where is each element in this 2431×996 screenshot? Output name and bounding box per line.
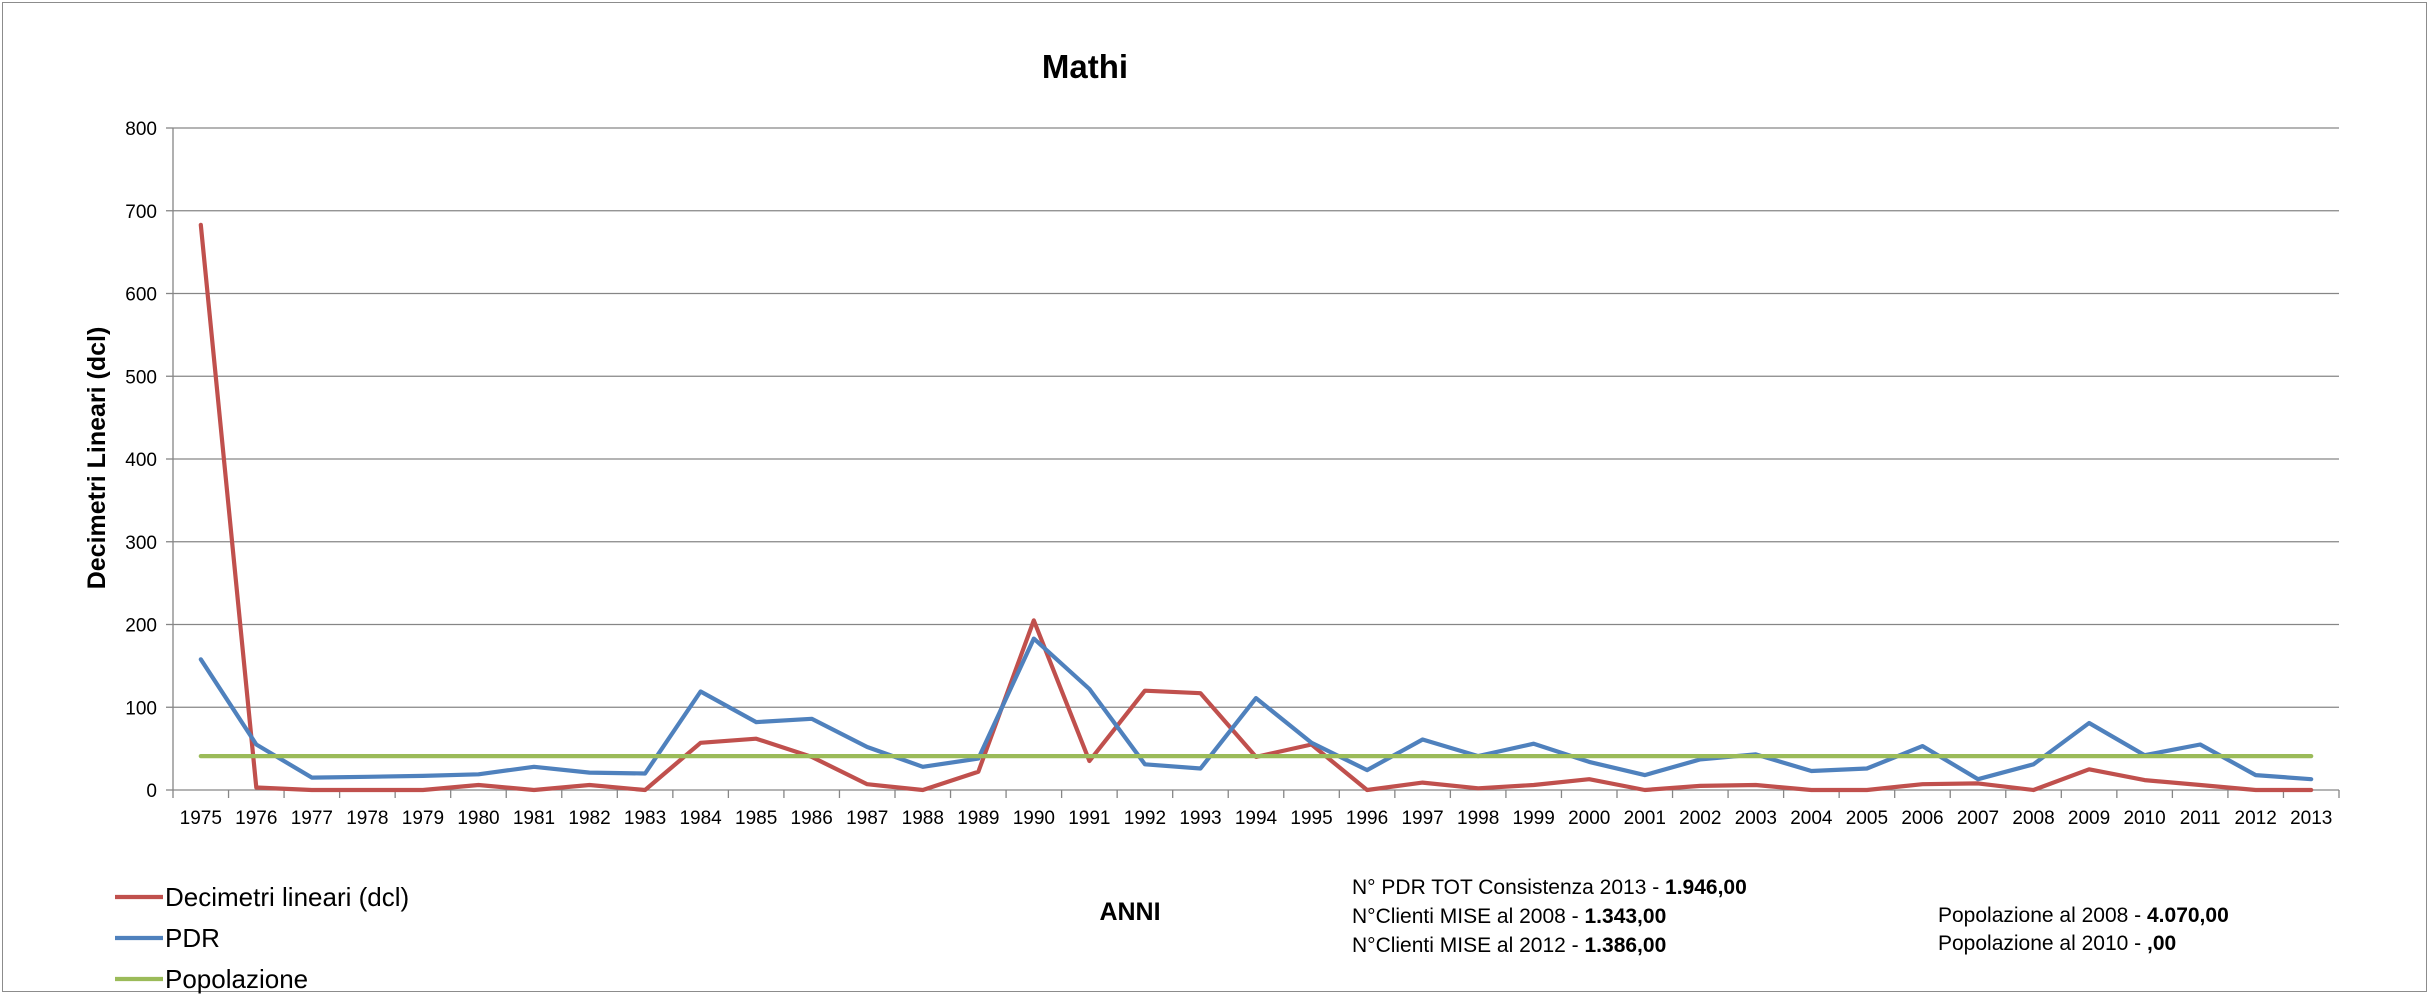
axes [166, 127, 2340, 798]
y-tick-label-300: 300 [125, 533, 157, 554]
note-clienti-2008-label: N°Clienti MISE al 2008 - [1352, 905, 1585, 928]
x-tick-label-1977: 1977 [291, 808, 333, 829]
note-pop-2008: Popolazione al 2008 - 4.070,00 [1938, 902, 2229, 930]
x-axis-title: ANNI [1099, 898, 1160, 926]
x-tick-label-2008: 2008 [2012, 808, 2054, 829]
legend: Decimetri lineari (dcl) PDR Popolazione [115, 882, 409, 994]
x-tick-label-1982: 1982 [568, 808, 610, 829]
y-axis-title: Decimetri Lineari (dcl) [83, 327, 111, 590]
x-tick-label-2001: 2001 [1624, 808, 1666, 829]
x-tick-label-1983: 1983 [624, 808, 666, 829]
chart-title: Mathi [1042, 48, 1128, 85]
x-tick-label-2007: 2007 [1957, 808, 1999, 829]
x-tick-label-1999: 1999 [1513, 808, 1555, 829]
x-tick-label-1986: 1986 [791, 808, 833, 829]
x-tick-label-2013: 2013 [2290, 808, 2332, 829]
y-tick-label-100: 100 [125, 698, 157, 719]
note-pop-2010: Popolazione al 2010 - ,00 [1938, 930, 2176, 958]
note-clienti-2012: N°Clienti MISE al 2012 - 1.386,00 [1352, 932, 1666, 960]
note-pop-2010-label: Popolazione al 2010 - [1938, 932, 2147, 955]
x-tick-label-1991: 1991 [1068, 808, 1110, 829]
x-tick-label-2005: 2005 [1846, 808, 1888, 829]
series-lines [198, 222, 2314, 793]
x-tick-label-1994: 1994 [1235, 808, 1278, 829]
note-clienti-2008: N°Clienti MISE al 2008 - 1.343,00 [1352, 903, 1666, 931]
x-tick-label-2002: 2002 [1679, 808, 1721, 829]
legend-label-decimetri-lineari-dcl: Decimetri lineari (dcl) [165, 882, 409, 912]
x-tick-label-1981: 1981 [513, 808, 555, 829]
x-tick-label-1985: 1985 [735, 808, 777, 829]
x-tick-label-1979: 1979 [402, 808, 444, 829]
gridlines [173, 127, 2339, 708]
x-tick-label-1975: 1975 [180, 808, 222, 829]
x-tick-label-1976: 1976 [235, 808, 277, 829]
series-pdr [198, 636, 2314, 782]
x-tick-label-1990: 1990 [1013, 808, 1055, 829]
x-tick-label-1997: 1997 [1401, 808, 1443, 829]
x-tick-label-1987: 1987 [846, 808, 888, 829]
x-tick-label-2012: 2012 [2235, 808, 2277, 829]
x-tick-label-2003: 2003 [1735, 808, 1777, 829]
x-tick-label-1993: 1993 [1179, 808, 1221, 829]
x-tick-label-2006: 2006 [1901, 808, 1943, 829]
note-pdr-tot-label: N° PDR TOT Consistenza 2013 - [1352, 876, 1666, 899]
x-tick-label-1988: 1988 [902, 808, 944, 829]
x-tick-label-1978: 1978 [346, 808, 388, 829]
y-tick-label-600: 600 [125, 285, 157, 306]
note-pop-2010-value: ,00 [2147, 932, 2177, 955]
note-clienti-2008-value: 1.343,00 [1584, 905, 1667, 928]
y-tick-labels: 0 100 200 300 400 500 600 700 800 [125, 119, 157, 802]
x-tick-label-1980: 1980 [457, 808, 499, 829]
x-tick-label-2011: 2011 [2180, 808, 2221, 829]
series-line-decimetri-lineari-dcl [198, 222, 2314, 793]
x-tick-labels: 1975 1976 1977 1978 1979 1980 1981 1982 1983 1984… [180, 808, 2333, 829]
x-tick-label-2000: 2000 [1568, 808, 1610, 829]
x-tick-label-1984: 1984 [679, 808, 722, 829]
note-clienti-2012-value: 1.386,00 [1584, 934, 1667, 957]
x-tick-label-1998: 1998 [1457, 808, 1499, 829]
x-tick-label-2009: 2009 [2068, 808, 2110, 829]
x-tick-label-1995: 1995 [1290, 808, 1332, 829]
note-clienti-2012-label: N°Clienti MISE al 2012 - [1352, 934, 1585, 957]
x-tick-label-2004: 2004 [1790, 808, 1833, 829]
note-pdr-tot: N° PDR TOT Consistenza 2013 - 1.946,00 [1352, 874, 1747, 902]
note-pop-2008-label: Popolazione al 2008 - [1938, 904, 2147, 927]
note-pdr-tot-value: 1.946,00 [1665, 876, 1747, 899]
y-tick-label-200: 200 [125, 616, 157, 637]
x-tick-label-2010: 2010 [2123, 808, 2165, 829]
series-decimetri-lineari-dcl [198, 222, 2314, 793]
y-tick-label-800: 800 [125, 119, 157, 140]
x-tick-label-1996: 1996 [1346, 808, 1388, 829]
y-tick-label-0: 0 [146, 781, 157, 802]
x-tick-label-1989: 1989 [957, 808, 999, 829]
x-tick-label-1992: 1992 [1124, 808, 1166, 829]
y-tick-label-700: 700 [125, 202, 157, 223]
y-tick-label-500: 500 [125, 367, 157, 388]
y-tick-label-400: 400 [125, 450, 157, 471]
note-pop-2008-value: 4.070,00 [2147, 904, 2229, 927]
legend-label-popolazione: Popolazione [165, 964, 308, 994]
series-line-pdr [198, 636, 2314, 782]
legend-label-pdr: PDR [165, 923, 220, 953]
